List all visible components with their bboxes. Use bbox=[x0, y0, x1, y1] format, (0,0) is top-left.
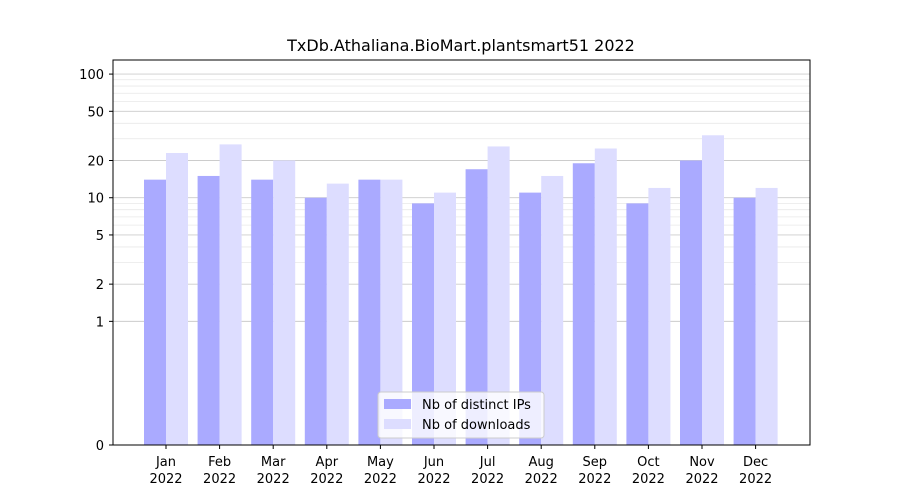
chart-title: TxDb.Athaliana.BioMart.plantsmart51 2022 bbox=[286, 36, 635, 55]
y-tick-label: 50 bbox=[87, 105, 104, 120]
y-tick-label: 100 bbox=[79, 68, 104, 83]
bar-distinct-ips bbox=[626, 203, 649, 445]
bar-downloads bbox=[702, 135, 724, 445]
y-tick-label: 10 bbox=[87, 192, 104, 207]
y-tick-label: 2 bbox=[96, 278, 104, 293]
x-tick-label-month: Jan bbox=[155, 455, 176, 470]
bar-distinct-ips bbox=[304, 197, 327, 445]
bar-downloads bbox=[166, 153, 188, 445]
bar-downloads bbox=[380, 179, 403, 446]
bar-downloads bbox=[541, 175, 564, 445]
x-tick-label-month: Nov bbox=[689, 455, 715, 470]
bars bbox=[144, 135, 778, 446]
x-tick-label-month: Oct bbox=[637, 455, 659, 470]
y-tick-label: 5 bbox=[96, 229, 104, 244]
bar-downloads bbox=[594, 148, 617, 445]
axes: 0 1 2 5 10 20 50 100 Jan 2022 Feb 2022 Mar 2022 Apr 202… bbox=[79, 59, 811, 487]
x-tick-label-month: Mar bbox=[261, 455, 286, 470]
x-tick-label-month: Aug bbox=[529, 455, 554, 470]
x-tick-label-month: Apr bbox=[316, 455, 339, 470]
legend-box bbox=[377, 391, 545, 439]
y-tick-label: 0 bbox=[96, 439, 104, 454]
legend-label: Nb of distinct IPs bbox=[422, 398, 531, 413]
bar-distinct-ips bbox=[197, 175, 220, 445]
bar-distinct-ips bbox=[412, 203, 434, 445]
bar-distinct-ips bbox=[144, 179, 166, 446]
bar-distinct-ips bbox=[572, 163, 595, 445]
legend: Nb of distinct IPs Nb of downloads bbox=[377, 391, 545, 439]
x-tick-label-year: 2022 bbox=[739, 472, 772, 487]
plot-frame bbox=[112, 59, 811, 446]
bar-distinct-ips bbox=[519, 192, 542, 445]
bar-distinct-ips bbox=[358, 179, 381, 446]
bar-distinct-ips bbox=[465, 169, 488, 445]
bar-downloads bbox=[755, 187, 778, 445]
y-tick-label: 1 bbox=[96, 315, 104, 330]
bar-distinct-ips bbox=[733, 197, 756, 445]
bar-downloads bbox=[326, 183, 349, 445]
x-tick-label-year: 2022 bbox=[310, 472, 343, 487]
bar-downloads bbox=[434, 192, 456, 445]
x-tick-label-year: 2022 bbox=[149, 472, 182, 487]
x-tick-label-year: 2022 bbox=[257, 472, 290, 487]
x-tick-label-year: 2022 bbox=[578, 472, 611, 487]
x-tick-label-year: 2022 bbox=[632, 472, 665, 487]
bar-distinct-ips bbox=[680, 160, 702, 445]
x-tick-label-year: 2022 bbox=[203, 472, 236, 487]
y-tick-label: 20 bbox=[87, 155, 104, 170]
bar-downloads bbox=[648, 187, 671, 445]
x-tick-label-month: Dec bbox=[743, 455, 768, 470]
x-tick-label-month: Sep bbox=[583, 455, 608, 470]
x-tick-label-month: Feb bbox=[208, 455, 231, 470]
bar-downloads bbox=[487, 146, 510, 445]
legend-swatch bbox=[384, 419, 411, 429]
legend-swatch bbox=[384, 399, 411, 409]
bar-downloads bbox=[273, 160, 296, 445]
bar-downloads bbox=[219, 144, 242, 445]
x-tick-label-year: 2022 bbox=[417, 472, 450, 487]
bar-distinct-ips bbox=[251, 179, 274, 446]
x-tick-label-year: 2022 bbox=[471, 472, 504, 487]
x-tick-label-month: May bbox=[367, 455, 394, 470]
x-tick-label-month: Jun bbox=[423, 455, 444, 470]
x-tick-label-year: 2022 bbox=[525, 472, 558, 487]
x-tick-label-month: Jul bbox=[479, 455, 496, 470]
x-tick-label-year: 2022 bbox=[364, 472, 397, 487]
x-tick-label-year: 2022 bbox=[685, 472, 718, 487]
legend-label: Nb of downloads bbox=[422, 418, 531, 433]
